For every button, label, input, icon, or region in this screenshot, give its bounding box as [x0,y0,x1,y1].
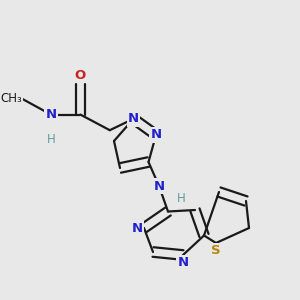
Text: N: N [177,256,189,269]
Text: O: O [75,69,86,82]
Text: H: H [177,191,186,205]
Text: H: H [46,134,56,146]
Text: N: N [153,179,165,193]
Text: N: N [45,108,57,121]
Text: CH₃: CH₃ [1,92,22,106]
Text: N: N [128,112,139,125]
Text: N: N [131,221,142,235]
Text: N: N [150,128,162,142]
Text: S: S [211,244,221,257]
